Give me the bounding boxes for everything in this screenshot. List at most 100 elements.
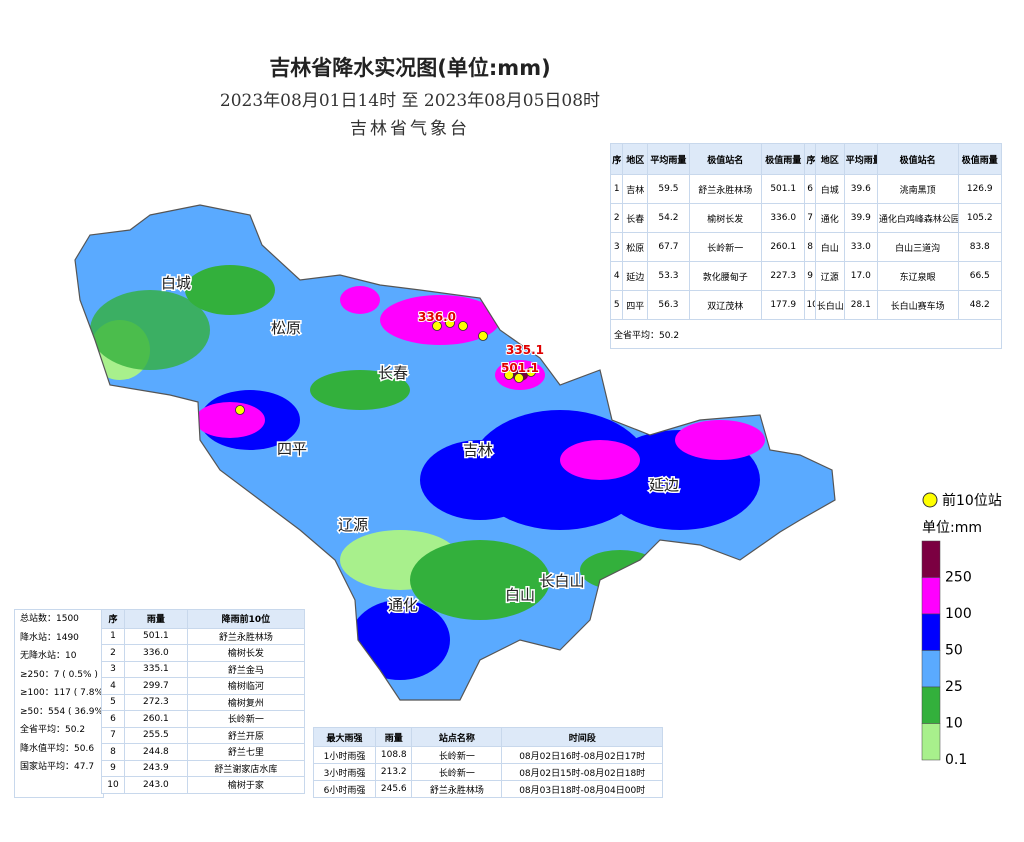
table-cell: 08月02日15时-08月02日18时 <box>501 763 663 781</box>
city-label: 松原 <box>271 319 301 337</box>
legend-label: 250 <box>945 570 972 586</box>
map-title: 吉林省降水实况图(单位:mm) <box>269 56 551 80</box>
table-cell: 213.2 <box>375 763 413 781</box>
top10-markers <box>235 318 536 415</box>
table-cell: 83.8 <box>957 232 1002 262</box>
table-cell: 2 <box>100 644 126 662</box>
table-cell: 244.8 <box>124 743 188 761</box>
table-row: 1 501.1 舒兰永胜林场 <box>100 627 306 645</box>
legend-marker <box>922 492 938 508</box>
legend-swatch <box>921 723 941 761</box>
table-cell: 335.1 <box>124 660 188 678</box>
column-header: 极值雨量 <box>760 143 806 175</box>
table-cell: 17.0 <box>843 261 878 291</box>
table-cell: 长白山保护区 <box>814 290 845 320</box>
table-cell: 敦化腰甸子 <box>688 261 763 291</box>
table-cell: 舒兰永胜林场 <box>411 780 503 798</box>
column-header: 序 <box>100 609 126 629</box>
header-row: 最大雨强 雨量 站点名称 时间段 <box>312 727 663 747</box>
stat-line: 降水站：1490 <box>20 632 79 643</box>
table-cell: 105.2 <box>957 203 1002 233</box>
city-label: 白山 <box>505 586 535 604</box>
city-label: 辽源 <box>338 516 368 534</box>
table-cell: 59.5 <box>647 174 690 204</box>
city-label: 白城 <box>161 274 191 292</box>
table-cell: 126.9 <box>957 174 1002 204</box>
table-cell: 8 <box>804 232 816 262</box>
column-header: 极值站名 <box>688 143 763 175</box>
table-cell: 6小时雨强 <box>312 780 377 798</box>
stat-line: 无降水站：10 <box>20 651 77 661</box>
legend-swatch <box>921 577 941 615</box>
table-row: 1 吉林 59.5 舒兰永胜林场 501.1 6 白城 39.6 洮南黑顶 126.9 <box>609 174 1002 204</box>
header-row: 序雨量 降雨前10位 <box>100 609 306 629</box>
table-cell: 28.1 <box>843 290 878 320</box>
city-label: 四平 <box>277 440 307 458</box>
table-cell: 3 <box>609 232 624 262</box>
table-row: 1小时雨强 108.8 长岭新一 08月02日16时-08月02日17时 <box>312 746 663 764</box>
table-cell: 通化白鸡峰森林公园 <box>876 203 959 233</box>
legend-swatch <box>921 540 941 578</box>
column-header: 站点名称 <box>411 727 503 747</box>
column-header: 最大雨强 <box>312 727 377 747</box>
column-header: 时间段 <box>501 727 663 747</box>
table-cell: 榆树复州 <box>186 693 306 711</box>
table-row: 6 260.1 长岭新一 <box>100 710 306 728</box>
stat-line: ≥50：554 ( 36.9% ) <box>20 706 103 717</box>
table-cell: 白山三道沟 <box>876 232 959 262</box>
table-cell: 9 <box>100 759 126 777</box>
city-label: 延边 <box>649 476 679 494</box>
column-header: 雨量 <box>124 609 188 629</box>
table-cell: 1 <box>100 627 126 645</box>
table-cell: 长岭新一 <box>411 763 503 781</box>
column-header: 雨量 <box>375 727 413 747</box>
table-cell: 260.1 <box>760 232 806 262</box>
table-cell: 舒兰永胜林场 <box>186 627 306 645</box>
top10-table: 序雨量 降雨前10位 1 501.1 舒兰永胜林场 2 336.0 榆树长发 3 335.1 舒兰金… <box>100 609 306 794</box>
table-cell: 336.0 <box>124 644 188 662</box>
legend-swatch <box>921 613 941 651</box>
legend-label: 25 <box>945 679 963 695</box>
table-cell: 272.3 <box>124 693 188 711</box>
column-header: 地区 <box>814 143 845 175</box>
table-cell: 长春 <box>622 203 649 233</box>
column-header: 降雨前10位 <box>186 609 306 629</box>
table-cell: 榆树临河 <box>186 677 306 695</box>
table-cell: 通化 <box>814 203 845 233</box>
table-cell: 7 <box>804 203 816 233</box>
table-row: 4 299.7 榆树临河 <box>100 677 306 695</box>
stat-line: 总站数：1500 <box>20 614 79 624</box>
legend-swatch <box>921 650 941 688</box>
table-cell: 2 <box>609 203 624 233</box>
table-cell: 6 <box>100 710 126 728</box>
table-cell: 53.3 <box>647 261 690 291</box>
legend-label: 0.1 <box>945 752 967 768</box>
table-cell: 299.7 <box>124 677 188 695</box>
table-cell: 榆树长发 <box>186 644 306 662</box>
table-cell: 洮南黑顶 <box>876 174 959 204</box>
table-cell: 3 <box>100 660 126 678</box>
table-cell: 四平 <box>622 290 649 320</box>
column-header: 极值站名 <box>876 143 959 175</box>
table-cell: 3小时雨强 <box>312 763 377 781</box>
table-cell: 245.6 <box>375 780 413 798</box>
table-cell: 长岭新一 <box>411 746 503 764</box>
table-row: 6小时雨强 245.6 舒兰永胜林场 08月03日18时-08月04日00时 <box>312 780 663 798</box>
table-cell: 1 <box>609 174 624 204</box>
table-cell: 白城 <box>814 174 845 204</box>
table-cell: 56.3 <box>647 290 690 320</box>
stat-line: 国家站平均：47.7 <box>20 762 95 772</box>
table-cell: 67.7 <box>647 232 690 262</box>
table-row: 3 335.1 舒兰金马 <box>100 660 306 678</box>
table-cell: 4 <box>100 677 126 695</box>
table-cell: 260.1 <box>124 710 188 728</box>
table-cell: 舒兰永胜林场 <box>688 174 763 204</box>
table-row: 10 243.0 榆树于家 <box>100 776 306 794</box>
table-cell: 33.0 <box>843 232 878 262</box>
table-cell: 336.0 <box>760 203 806 233</box>
table-cell: 5 <box>100 693 126 711</box>
table-cell: 54.2 <box>647 203 690 233</box>
table-cell: 66.5 <box>957 261 1002 291</box>
table-cell: 舒兰金马 <box>186 660 306 678</box>
